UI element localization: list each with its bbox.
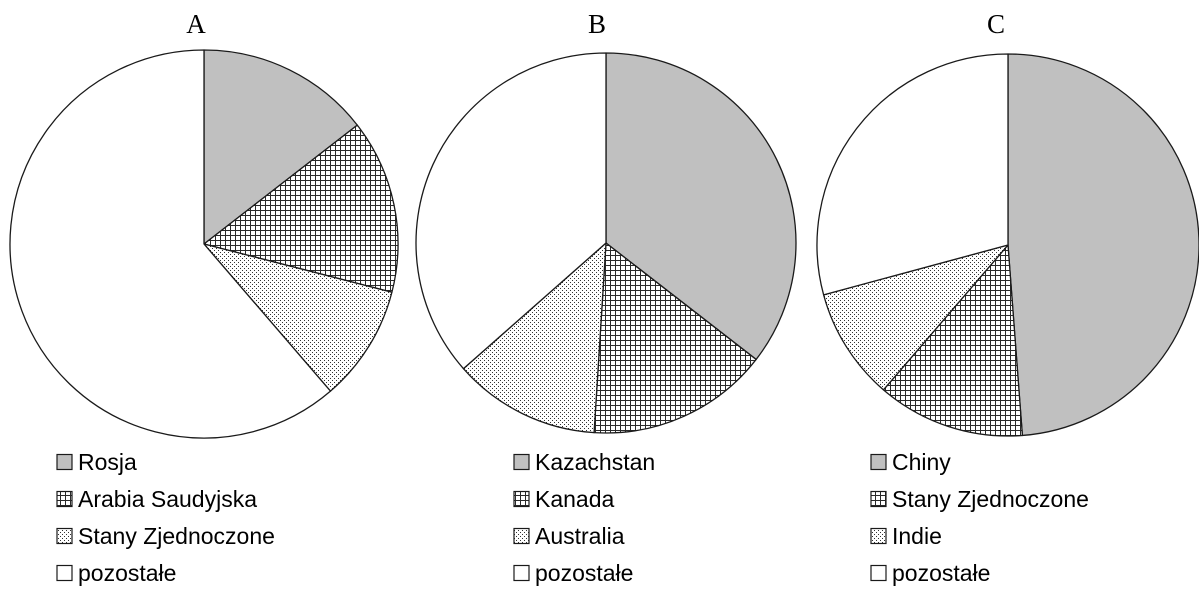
pie-slice-kazachstan	[605, 52, 797, 361]
legend-swatch-arabia-saudyjska	[56, 490, 73, 508]
chart-title-c: C	[987, 9, 1005, 39]
pie-slice-stany-zjednoczone	[882, 244, 1024, 437]
pie-slice-pozostałe	[415, 52, 607, 370]
pie-slice-pozostałe	[816, 53, 1009, 296]
legend-label-rosja: Rosja	[78, 449, 137, 475]
chart-title-b: B	[588, 9, 606, 39]
legend-swatch-indie	[870, 527, 887, 545]
pie-slice-indie	[822, 244, 1009, 391]
pie-chart-b: B Kazachstan Kanada Australia pozostałe	[415, 9, 797, 586]
legend-swatch-stany-zjednoczone	[870, 490, 887, 508]
legend-label-arabia-saudyjska: Arabia Saudyjska	[78, 486, 257, 512]
legend-label-pozostałe: pozostałe	[535, 560, 633, 586]
pie-slice-arabia-saudyjska	[203, 124, 399, 293]
legend-swatch-pozostałe	[56, 564, 73, 582]
legend-swatch-stany-zjednoczone	[56, 527, 73, 545]
pie-slice-australia	[462, 242, 607, 434]
legend-swatch-pozostałe	[870, 564, 887, 582]
pie-slice-rosja	[203, 49, 358, 245]
pie-slice-kanada	[593, 242, 757, 434]
pie-slice-pozostałe	[9, 49, 332, 439]
legend-label-kazachstan: Kazachstan	[535, 449, 655, 475]
pie-chart-a: A Rosja Arabia Saudyjska Stany Zjednoczone p…	[9, 9, 399, 586]
pie-slice-chiny	[1007, 53, 1199, 437]
legend-swatch-kazachstan	[513, 453, 530, 471]
legend-label-kanada: Kanada	[535, 486, 615, 512]
legend-swatch-pozostałe	[513, 564, 530, 582]
pie-chart-c: C Chiny Stany Zjednoczone Indie pozostałe	[816, 9, 1199, 586]
legend-label-indie: Indie	[892, 523, 942, 549]
legend-swatch-kanada	[513, 490, 530, 508]
legend-label-stany-zjednoczone: Stany Zjednoczone	[892, 486, 1089, 512]
legend-label-chiny: Chiny	[892, 449, 951, 475]
legend-label-australia: Australia	[535, 523, 625, 549]
legend-swatch-chiny	[870, 453, 887, 471]
pie-slice-stany-zjednoczone	[203, 243, 393, 392]
legend-label-pozostałe: pozostałe	[78, 560, 176, 586]
legend-label-stany-zjednoczone: Stany Zjednoczone	[78, 523, 275, 549]
legend-swatch-australia	[513, 527, 530, 545]
legend-label-pozostałe: pozostałe	[892, 560, 990, 586]
legend-swatch-rosja	[56, 453, 73, 471]
chart-title-a: A	[186, 9, 206, 39]
